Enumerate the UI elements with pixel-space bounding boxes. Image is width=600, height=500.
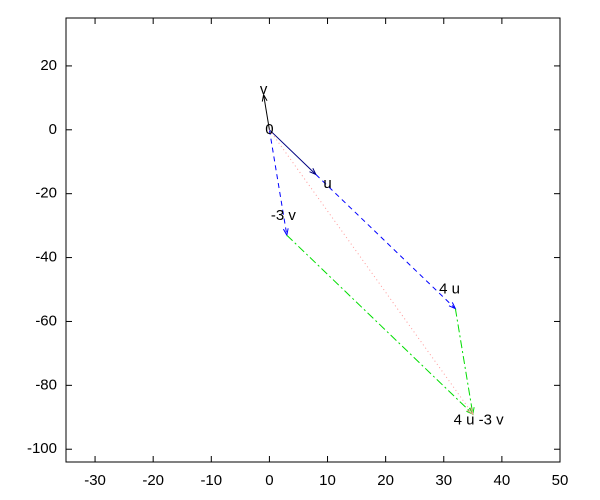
arrow-head [466, 407, 474, 416]
vector [286, 234, 474, 415]
y-tick-label: 0 [49, 121, 57, 138]
x-tick-label: 40 [494, 472, 511, 489]
plot-frame [65, 17, 561, 463]
y-tick-label: -40 [35, 249, 57, 266]
x-tick-label: 50 [552, 472, 569, 489]
x-tick-label: 30 [435, 472, 452, 489]
x-tick-label: 0 [265, 472, 273, 489]
point-label: v [260, 81, 268, 98]
point-label: 4 u -3 v [454, 411, 505, 428]
point-label: 4 u [439, 280, 460, 297]
x-tick-label: -30 [84, 472, 106, 489]
vector [269, 129, 474, 415]
y-tick-label: 20 [40, 57, 57, 74]
point-label: u [323, 175, 331, 192]
x-tick-label: -20 [142, 472, 164, 489]
x-tick-label: -10 [200, 472, 222, 489]
arrow-head [261, 93, 268, 102]
vector [315, 174, 456, 310]
vector [454, 308, 474, 415]
vector [269, 129, 317, 175]
vector [263, 94, 270, 130]
x-tick-label: 10 [319, 472, 336, 489]
point-label: 0 [265, 121, 273, 138]
x-tick-label: 20 [377, 472, 394, 489]
y-tick-label: -80 [35, 376, 57, 393]
y-tick-label: -20 [35, 185, 57, 202]
y-tick-label: -100 [27, 440, 57, 457]
point-label: -3 v [271, 207, 297, 224]
y-tick-label: -60 [35, 312, 57, 329]
